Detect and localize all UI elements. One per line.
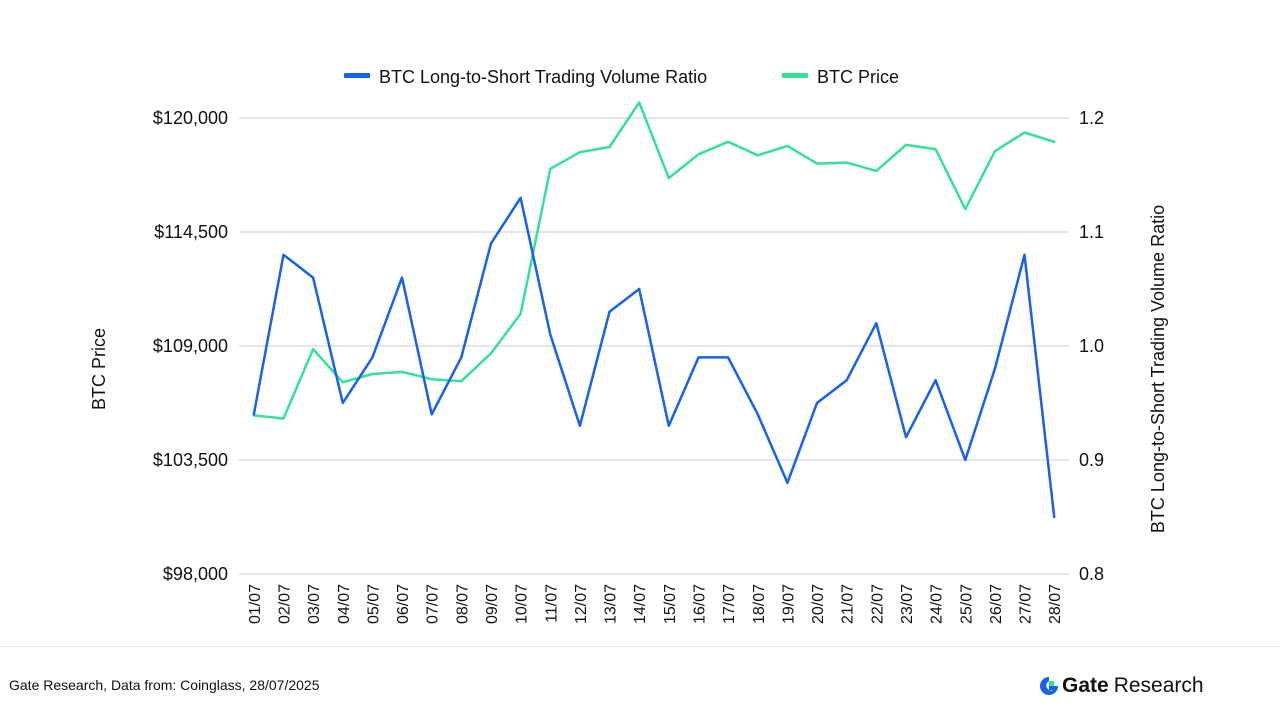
x-tick-label: 23/07	[899, 584, 916, 624]
right-tick-label: 1.1	[1079, 222, 1104, 242]
x-axis-ticks: 01/07 02/07 03/07 04/07 05/07 06/07 07/07 08/07…	[247, 584, 1064, 624]
x-tick-label: 20/07	[810, 584, 827, 624]
btc-price-line	[252, 101, 1056, 420]
gridlines	[239, 117, 1069, 575]
legend-item-price-swatch	[782, 73, 808, 78]
x-tick-label: 25/07	[958, 584, 975, 624]
series-lines	[252, 101, 1056, 519]
x-tick-label: 27/07	[1018, 584, 1035, 624]
right-axis-label: BTC Long-to-Short Trading Volume Ratio	[1148, 205, 1168, 533]
x-tick-label: 24/07	[929, 584, 946, 624]
right-tick-label: 0.9	[1079, 450, 1104, 470]
x-tick-label: 26/07	[988, 584, 1005, 624]
left-tick-label: $120,000	[153, 108, 228, 128]
x-tick-label: 12/07	[573, 584, 590, 624]
x-tick-label: 10/07	[514, 584, 531, 624]
x-tick-label: 02/07	[276, 584, 293, 624]
right-tick-label: 1.0	[1079, 336, 1104, 356]
right-axis-ticks: 0.8 0.9 1.0 1.1 1.2	[1079, 108, 1104, 584]
x-tick-label: 08/07	[454, 584, 471, 624]
x-tick-label: 22/07	[869, 584, 886, 624]
x-tick-label: 16/07	[691, 584, 708, 624]
left-tick-label: $114,500	[154, 222, 228, 242]
logo-research-text: Research	[1113, 674, 1204, 697]
left-tick-label: $109,000	[153, 336, 228, 356]
source-note: Gate Research, Data from: Coinglass, 28/…	[9, 677, 320, 693]
x-tick-label: 14/07	[632, 584, 649, 624]
x-tick-label: 13/07	[603, 584, 620, 624]
x-tick-label: 03/07	[306, 584, 323, 624]
x-tick-label: 17/07	[721, 584, 738, 624]
left-tick-label: $103,500	[153, 450, 228, 470]
dual-axis-line-chart: $98,000$103,500$109,000$114,500$120,000 …	[89, 67, 1168, 624]
right-tick-label: 1.2	[1079, 108, 1104, 128]
right-tick-label: 0.8	[1079, 564, 1104, 584]
x-tick-label: 21/07	[840, 584, 857, 624]
gate-research-logo: Gate Research	[1038, 672, 1204, 700]
x-tick-label: 18/07	[751, 584, 768, 624]
legend-item-ratio-swatch	[344, 73, 370, 78]
left-axis-label: BTC Price	[89, 328, 109, 410]
left-tick-label: $98,000	[163, 564, 228, 584]
legend-item-price-label: BTC Price	[817, 67, 899, 87]
x-tick-label: 28/07	[1047, 584, 1064, 624]
legend-item-ratio-label: BTC Long-to-Short Trading Volume Ratio	[379, 67, 707, 87]
x-tick-label: 01/07	[247, 584, 264, 624]
x-tick-label: 11/07	[543, 584, 560, 623]
x-tick-label: 09/07	[484, 584, 501, 624]
legend: BTC Long-to-Short Trading Volume Ratio BT…	[344, 67, 899, 87]
long-short-ratio-line	[252, 196, 1056, 519]
x-tick-label: 19/07	[780, 584, 797, 624]
logo-gate-text: Gate	[1062, 674, 1109, 697]
gate-logo-icon	[1040, 677, 1058, 695]
x-tick-label: 15/07	[662, 584, 679, 624]
x-tick-label: 05/07	[365, 584, 382, 624]
x-tick-label: 04/07	[336, 584, 353, 624]
x-tick-label: 07/07	[425, 584, 442, 624]
footer-divider	[0, 646, 1280, 647]
x-tick-label: 06/07	[395, 584, 412, 624]
left-axis-ticks: $98,000 $103,500 $109,000 $114,500 $120,000	[153, 108, 228, 584]
